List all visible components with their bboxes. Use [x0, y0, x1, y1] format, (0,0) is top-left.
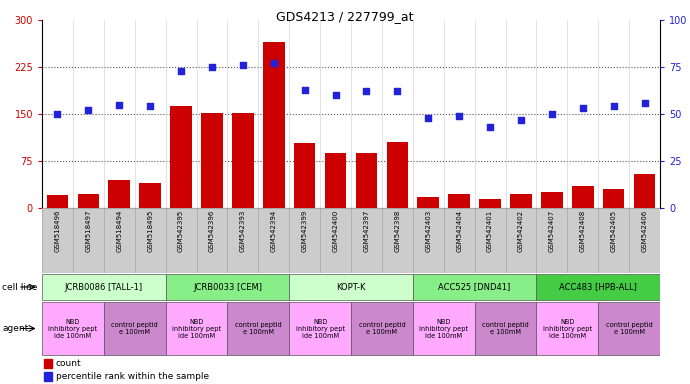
Text: control peptid
e 100mM: control peptid e 100mM [235, 322, 282, 335]
Point [83, 107, 94, 113]
Bar [598, 302, 660, 355]
Point [145, 103, 156, 109]
Text: JCRB0033 [CEM]: JCRB0033 [CEM] [193, 283, 262, 291]
Text: GSM542398: GSM542398 [395, 210, 400, 252]
Point [175, 68, 186, 74]
Bar [289, 273, 413, 300]
Point [453, 113, 464, 119]
Point [515, 117, 526, 123]
Text: control peptid
e 100mM: control peptid e 100mM [482, 322, 529, 335]
Bar [325, 153, 346, 208]
Bar [351, 302, 413, 355]
Text: control peptid
e 100mM: control peptid e 100mM [606, 322, 653, 335]
Bar [386, 142, 408, 208]
Point [206, 64, 217, 70]
Bar [170, 106, 192, 208]
Text: GDS4213 / 227799_at: GDS4213 / 227799_at [276, 10, 414, 23]
Text: GSM542394: GSM542394 [270, 210, 277, 252]
Text: GSM518496: GSM518496 [55, 210, 61, 252]
Bar [42, 273, 166, 300]
Bar [510, 194, 532, 208]
Text: agent: agent [2, 324, 28, 333]
Point [330, 92, 341, 98]
Bar [228, 302, 289, 355]
Bar [536, 273, 660, 300]
Text: GSM518497: GSM518497 [86, 210, 91, 252]
Text: NBD
inhibitory pept
ide 100mM: NBD inhibitory pept ide 100mM [419, 318, 469, 339]
Bar [201, 113, 223, 208]
Text: NBD
inhibitory pept
ide 100mM: NBD inhibitory pept ide 100mM [295, 318, 345, 339]
Bar [413, 273, 536, 300]
Point [392, 88, 403, 94]
Point [423, 115, 434, 121]
Bar [480, 199, 501, 208]
Point [268, 60, 279, 66]
Bar [475, 302, 536, 355]
Bar [417, 197, 439, 208]
Bar [541, 192, 562, 208]
Text: KOPT-K: KOPT-K [336, 283, 366, 291]
Bar [232, 113, 254, 208]
Text: ACC525 [DND41]: ACC525 [DND41] [438, 283, 511, 291]
Bar [448, 194, 470, 208]
Point [114, 101, 125, 108]
Bar [44, 359, 52, 368]
Point [608, 103, 619, 109]
Text: GSM542405: GSM542405 [611, 210, 617, 252]
Point [299, 86, 310, 93]
Bar [166, 302, 228, 355]
Text: GSM542396: GSM542396 [209, 210, 215, 252]
Point [484, 124, 495, 130]
Text: count: count [56, 359, 81, 368]
Point [578, 105, 589, 111]
Text: GSM542399: GSM542399 [302, 210, 308, 252]
Bar [44, 372, 52, 381]
Bar [603, 189, 624, 208]
Point [52, 111, 63, 117]
Text: NBD
inhibitory pept
ide 100mM: NBD inhibitory pept ide 100mM [543, 318, 592, 339]
Text: GSM542402: GSM542402 [518, 210, 524, 252]
Bar [536, 302, 598, 355]
Text: NBD
inhibitory pept
ide 100mM: NBD inhibitory pept ide 100mM [48, 318, 97, 339]
Text: GSM542397: GSM542397 [364, 210, 369, 252]
Point [361, 88, 372, 94]
Bar [104, 302, 166, 355]
Bar [77, 194, 99, 208]
Text: GSM542404: GSM542404 [456, 210, 462, 252]
Text: GSM518495: GSM518495 [147, 210, 153, 252]
Text: GSM542408: GSM542408 [580, 210, 586, 252]
Text: GSM542401: GSM542401 [487, 210, 493, 252]
Text: control peptid
e 100mM: control peptid e 100mM [111, 322, 158, 335]
Bar [413, 302, 475, 355]
Point [237, 62, 248, 68]
Text: cell line: cell line [2, 283, 37, 291]
Bar [289, 302, 351, 355]
Text: GSM542393: GSM542393 [240, 210, 246, 252]
Point [639, 100, 650, 106]
Bar [294, 144, 315, 208]
Text: NBD
inhibitory pept
ide 100mM: NBD inhibitory pept ide 100mM [172, 318, 221, 339]
Bar [572, 186, 593, 208]
Text: GSM542403: GSM542403 [425, 210, 431, 252]
Text: GSM542407: GSM542407 [549, 210, 555, 252]
Bar [166, 273, 289, 300]
Text: GSM542395: GSM542395 [178, 210, 184, 252]
Bar [42, 302, 104, 355]
Bar [108, 180, 130, 208]
Text: control peptid
e 100mM: control peptid e 100mM [359, 322, 405, 335]
Text: ACC483 [HPB-ALL]: ACC483 [HPB-ALL] [560, 283, 637, 291]
Text: GSM542400: GSM542400 [333, 210, 339, 252]
Bar [139, 183, 161, 208]
Text: JCRB0086 [TALL-1]: JCRB0086 [TALL-1] [65, 283, 143, 291]
Bar [263, 42, 284, 208]
Text: percentile rank within the sample: percentile rank within the sample [56, 372, 209, 381]
Bar [633, 174, 656, 208]
Point [546, 111, 558, 117]
Bar [355, 153, 377, 208]
Text: GSM542406: GSM542406 [642, 210, 647, 252]
Bar [47, 195, 68, 208]
Text: GSM518494: GSM518494 [116, 210, 122, 252]
